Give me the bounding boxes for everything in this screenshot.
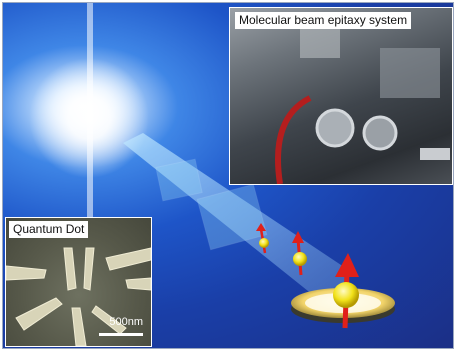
- beam-box-1: [155, 158, 203, 202]
- scale-bar-label: 500nm: [109, 316, 143, 328]
- scale-bar: [99, 333, 143, 336]
- large-spin: [333, 253, 359, 329]
- light-source-glow: [29, 58, 149, 178]
- mbe-system-label: Molecular beam epitaxy system: [235, 12, 412, 29]
- quantum-dot-micrograph: Quantum Dot 500nm: [5, 217, 152, 347]
- quantum-dot-label: Quantum Dot: [9, 221, 89, 238]
- light-beam-scene: [29, 3, 395, 329]
- small-spin-1: [256, 223, 269, 254]
- beam-box-2: [196, 183, 268, 251]
- mbe-system-photo: Molecular beam epitaxy system: [229, 7, 453, 185]
- small-spin-2: [292, 231, 307, 276]
